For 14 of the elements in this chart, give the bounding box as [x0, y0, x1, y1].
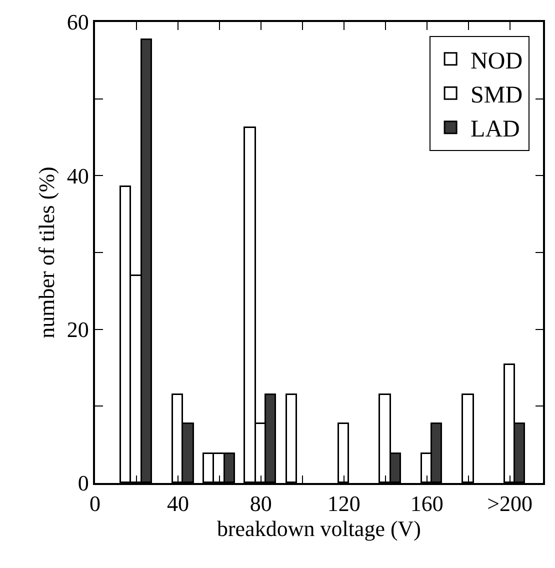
x-tick-label: 40	[166, 491, 189, 516]
y-tick-label: 60	[66, 10, 89, 35]
x-tick-label: 160	[410, 491, 444, 516]
legend-label: LAD	[470, 116, 520, 143]
x-tick-label: 120	[327, 491, 360, 516]
y-tick-label: 20	[66, 317, 89, 342]
legend-label: SMD	[470, 82, 523, 108]
x-tick-label: >200	[487, 491, 533, 516]
x-tick-label: 80	[250, 491, 272, 516]
y-tick-label: 40	[66, 163, 89, 188]
legend-label: NOD	[470, 48, 523, 74]
y-axis-title: number of tiles (%)	[34, 166, 60, 338]
x-axis-title: breakdown voltage (V)	[216, 516, 422, 542]
y-tick-label: 0	[78, 470, 89, 496]
